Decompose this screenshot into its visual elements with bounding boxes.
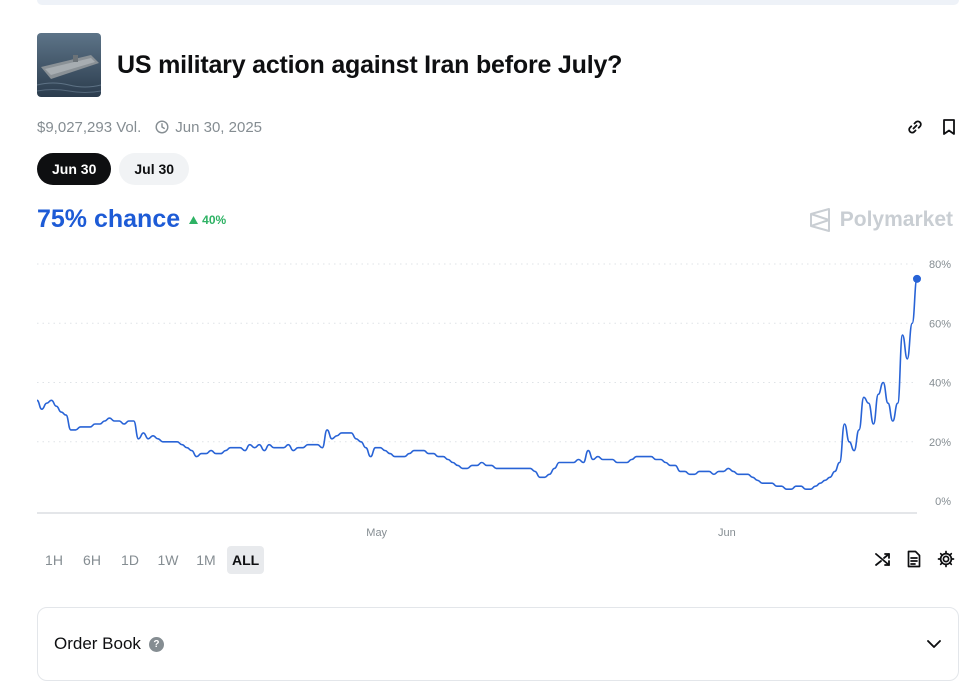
date-tab-jun-30[interactable]: Jun 30 <box>37 153 112 185</box>
range-1h[interactable]: 1H <box>45 552 63 568</box>
x-tick-label: Jun <box>718 527 736 539</box>
y-tick-label: 0% <box>935 496 951 508</box>
clock-icon <box>155 120 169 134</box>
range-1m[interactable]: 1M <box>196 552 216 568</box>
delta-text: 40% <box>202 212 227 227</box>
market-thumbnail <box>37 33 101 97</box>
y-tick-label: 60% <box>929 318 951 330</box>
date-tab-jul-30[interactable]: Jul 30 <box>119 153 190 185</box>
range-all[interactable]: ALL <box>227 546 265 574</box>
delta-badge: 40% <box>189 213 226 227</box>
market-title: US military action against Iran before J… <box>117 50 623 79</box>
gear-icon[interactable] <box>937 550 955 568</box>
top-strip <box>37 0 959 5</box>
range-1d[interactable]: 1D <box>121 552 139 568</box>
date-tabs: Jun 30 Jul 30 <box>37 153 190 185</box>
range-6h[interactable]: 6H <box>83 552 101 568</box>
x-tick-label: May <box>366 527 387 539</box>
help-icon[interactable]: ? <box>148 636 164 652</box>
triangle-up-icon <box>189 215 199 224</box>
bookmark-icon[interactable] <box>939 117 959 137</box>
link-icon[interactable] <box>905 117 925 137</box>
range-1w[interactable]: 1W <box>157 552 179 568</box>
order-book-panel[interactable]: Order Book ? <box>37 607 959 681</box>
market-actions <box>905 117 959 137</box>
polymarket-icon <box>809 208 830 232</box>
shuffle-icon[interactable] <box>873 550 891 568</box>
time-range-selector: 1H 6H 1D 1W 1M ALL <box>37 546 265 574</box>
document-icon[interactable] <box>905 550 923 568</box>
probability-row: 75% chance 40% <box>37 205 226 234</box>
market-header: US military action against Iran before J… <box>37 33 622 97</box>
probability-chart: 80% 60% 40% 20% 0% May Jun <box>36 259 951 539</box>
chance-text: 75% chance <box>37 205 181 233</box>
y-tick-label: 80% <box>929 259 951 271</box>
polymarket-logo: Polymarket <box>808 207 953 233</box>
y-tick-label: 20% <box>929 437 951 449</box>
end-date-text: Jun 30, 2025 <box>175 118 263 136</box>
chevron-down-icon[interactable] <box>926 639 942 649</box>
market-meta: $9,027,293 Vol. Jun 30, 2025 <box>37 117 262 137</box>
brand-name: Polymarket <box>839 208 953 231</box>
y-tick-label: 40% <box>929 378 951 390</box>
order-book-label: Order Book <box>54 634 141 653</box>
series-line <box>36 278 918 490</box>
aircraft-carrier-image <box>37 33 101 97</box>
chart-tools <box>873 550 955 568</box>
current-value-dot <box>913 274 921 283</box>
volume-text: $9,027,293 Vol. <box>37 118 142 136</box>
